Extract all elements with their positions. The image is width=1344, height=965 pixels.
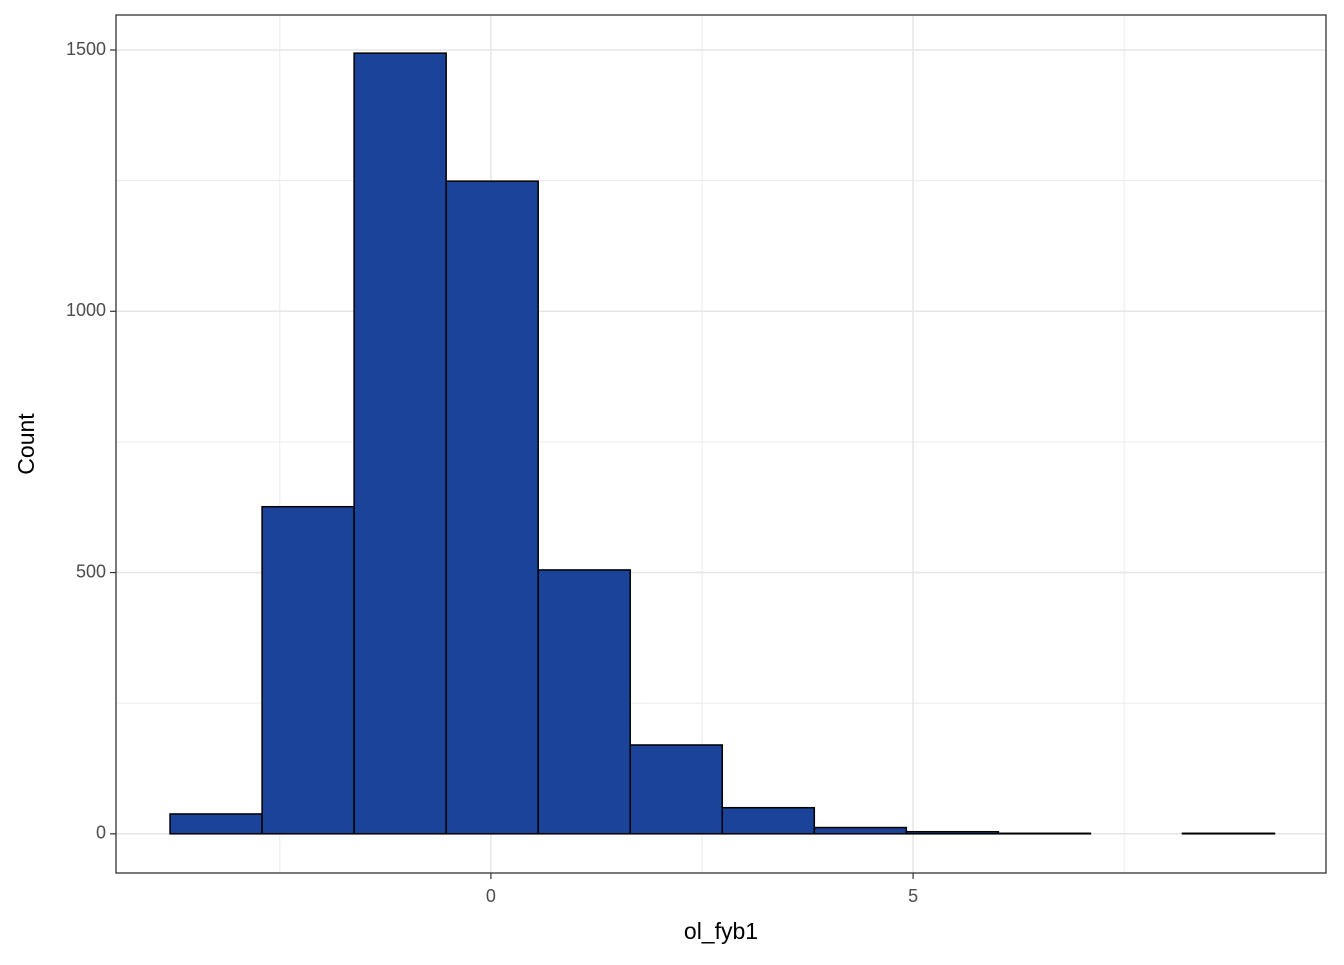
y-tick-label: 1000	[66, 300, 106, 320]
bar	[905, 830, 1000, 835]
y-tick-label: 1500	[66, 39, 106, 59]
panel-border	[115, 14, 1327, 874]
bar	[353, 52, 447, 835]
y-tick-label: 500	[76, 561, 106, 581]
bar	[721, 806, 816, 835]
bar	[997, 832, 1092, 835]
x-tick-label: 0	[486, 886, 496, 906]
bar	[537, 569, 631, 835]
y-axis-title: Count	[13, 413, 39, 475]
x-tick-label: 5	[908, 886, 918, 906]
bar	[261, 505, 355, 835]
y-tick-label: 0	[96, 823, 106, 843]
bar	[445, 180, 539, 835]
bar	[1181, 832, 1276, 835]
bar	[629, 744, 724, 835]
bar	[813, 826, 908, 835]
bar	[169, 813, 263, 835]
x-axis-title: ol_fyb1	[684, 918, 758, 944]
